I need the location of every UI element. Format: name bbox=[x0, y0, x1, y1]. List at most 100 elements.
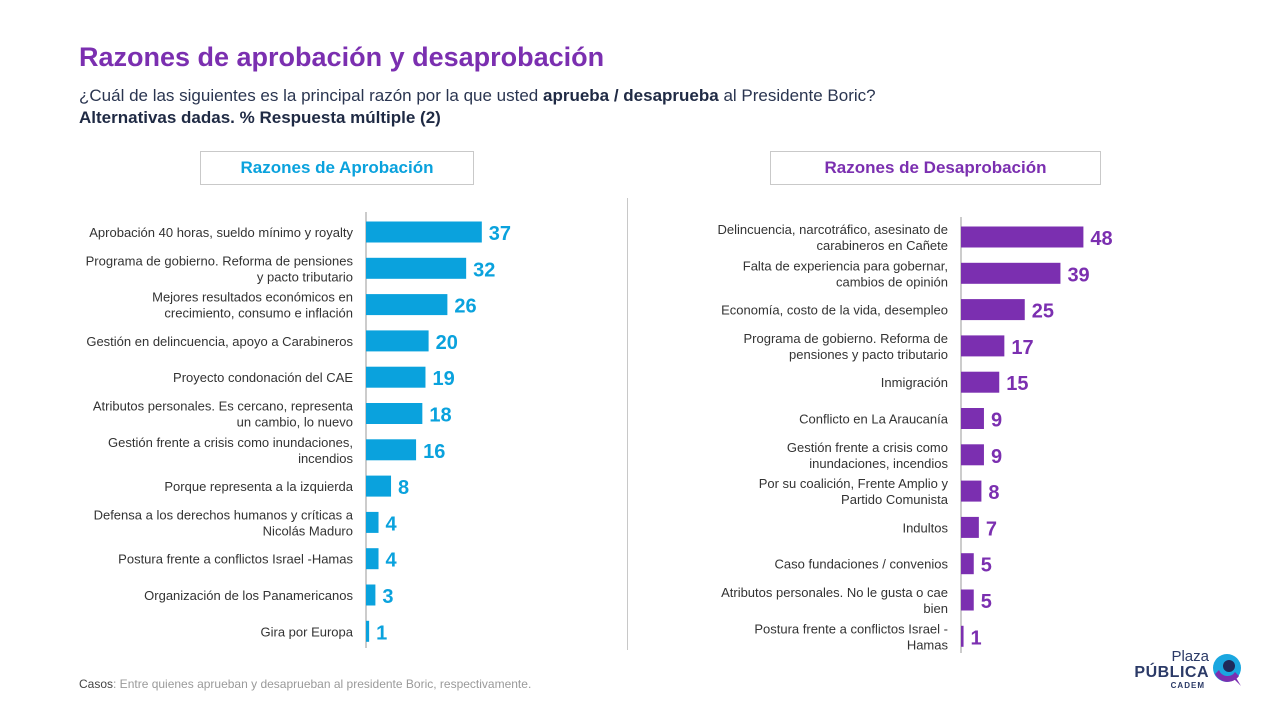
disapprove-category-label: bien bbox=[923, 601, 948, 616]
disapprove-value-label: 15 bbox=[1006, 373, 1028, 395]
approve-category-label: crecimiento, consumo e inflación bbox=[164, 306, 353, 321]
approve-category-label: Gira por Europa bbox=[261, 624, 354, 639]
question-emphasis: aprueba / desaprueba bbox=[543, 86, 719, 105]
disapprove-value-label: 5 bbox=[981, 555, 992, 577]
disapprove-category-label: carabineros en Cañete bbox=[816, 238, 948, 253]
approve-value-label: 26 bbox=[454, 296, 476, 318]
approve-category-label: Mejores resultados económicos en bbox=[152, 290, 353, 305]
question-part-2: al Presidente Boric? bbox=[718, 86, 876, 105]
question-text: ¿Cuál de las siguientes es la principal … bbox=[79, 86, 876, 106]
page-title: Razones de aprobación y desaprobación bbox=[79, 42, 605, 72]
plaza-publica-logo: Plaza PÚBLICA CADEM bbox=[1122, 648, 1247, 693]
disapprove-category-label: Inmigración bbox=[881, 375, 948, 390]
disapprove-bar bbox=[961, 480, 982, 502]
disapprove-value-label: 17 bbox=[1011, 337, 1033, 359]
disapprove-category-label: Caso fundaciones / convenios bbox=[775, 557, 949, 572]
approve-value-label: 8 bbox=[398, 477, 409, 499]
approve-value-label: 32 bbox=[473, 259, 495, 281]
approve-category-label: Organización de los Panamericanos bbox=[144, 588, 353, 603]
approve-panel-title: Razones de Aprobación bbox=[240, 158, 434, 177]
approve-value-label: 3 bbox=[382, 586, 393, 608]
disapprove-category-label: Atributos personales. No le gusta o cae bbox=[721, 585, 948, 600]
disapprove-bar bbox=[961, 299, 1025, 321]
disapprove-value-label: 9 bbox=[991, 410, 1002, 432]
approve-category-label: Nicolás Maduro bbox=[263, 523, 353, 538]
disapprove-category-label: Por su coalición, Frente Amplio y bbox=[759, 476, 949, 491]
approve-value-label: 18 bbox=[429, 405, 451, 427]
approve-bar bbox=[366, 620, 370, 642]
approve-category-label: Gestión frente a crisis como inundacione… bbox=[108, 435, 353, 450]
disapprove-category-label: inundaciones, incendios bbox=[809, 456, 948, 471]
approve-category-label: Postura frente a conflictos Israel -Hama… bbox=[118, 552, 353, 567]
approve-value-label: 20 bbox=[436, 332, 458, 354]
disapprove-bar bbox=[961, 589, 974, 611]
approve-category-label: Programa de gobierno. Reforma de pension… bbox=[86, 253, 354, 268]
disapprove-category-label: Hamas bbox=[907, 637, 949, 652]
disapprove-panel-title: Razones de Desaprobación bbox=[824, 158, 1047, 177]
disapprove-category-label: Postura frente a conflictos Israel - bbox=[754, 621, 948, 636]
approve-panel-header: Razones de Aprobación bbox=[200, 151, 474, 185]
disapprove-category-label: Delincuencia, narcotráfico, asesinato de bbox=[717, 222, 948, 237]
disapprove-value-label: 39 bbox=[1067, 264, 1089, 286]
disapprove-bar bbox=[961, 625, 964, 647]
disapprove-bar bbox=[961, 262, 1061, 284]
disapprove-category-label: Programa de gobierno. Reforma de bbox=[743, 331, 948, 346]
approve-value-label: 19 bbox=[432, 368, 454, 390]
approve-bar bbox=[366, 439, 417, 461]
disapprove-category-label: Economía, costo de la vida, desempleo bbox=[721, 303, 948, 318]
disapprove-bar bbox=[961, 226, 1084, 248]
approve-bar bbox=[366, 366, 426, 388]
approve-bar bbox=[366, 257, 467, 279]
approve-bar bbox=[366, 475, 392, 497]
approve-value-label: 4 bbox=[386, 513, 398, 535]
disapprove-category-label: Partido Comunista bbox=[841, 492, 949, 507]
disapprove-category-label: Conflicto en La Araucanía bbox=[799, 412, 949, 427]
approve-category-label: incendios bbox=[298, 451, 353, 466]
disapprove-value-label: 8 bbox=[988, 482, 999, 504]
approve-category-label: Atributos personales. Es cercano, repres… bbox=[93, 399, 354, 414]
approve-value-label: 37 bbox=[489, 223, 511, 245]
disapprove-bar bbox=[961, 335, 1005, 357]
approve-category-label: Porque representa a la izquierda bbox=[164, 479, 353, 494]
approve-bar bbox=[366, 294, 448, 316]
disapprove-category-label: Gestión frente a crisis como bbox=[787, 440, 948, 455]
disapprove-bar bbox=[961, 553, 974, 575]
approve-bar bbox=[366, 511, 379, 533]
disapprove-panel-header: Razones de Desaprobación bbox=[770, 151, 1101, 185]
logo-publica-text: PÚBLICA bbox=[1134, 664, 1209, 681]
approve-category-label: Proyecto condonación del CAE bbox=[173, 370, 353, 385]
footer-text: : Entre quienes aprueban y desaprueban a… bbox=[113, 677, 532, 691]
approve-category-label: un cambio, lo nuevo bbox=[237, 415, 353, 430]
approve-bar bbox=[366, 584, 376, 606]
logo-mark-icon bbox=[1213, 654, 1241, 686]
disapprove-value-label: 48 bbox=[1090, 228, 1112, 250]
disapprove-category-label: pensiones y pacto tributario bbox=[789, 347, 948, 362]
footer-note: Casos: Entre quienes aprueban y desaprue… bbox=[79, 677, 531, 691]
disapprove-value-label: 1 bbox=[971, 627, 982, 649]
disapprove-category-label: Indultos bbox=[902, 520, 948, 535]
disapprove-value-label: 9 bbox=[991, 446, 1002, 468]
disapprove-value-label: 25 bbox=[1032, 301, 1054, 323]
disapprove-category-label: cambios de opinión bbox=[836, 274, 948, 289]
approve-bar bbox=[366, 548, 379, 570]
disapprove-value-label: 5 bbox=[981, 591, 992, 613]
logo-cadem-text: CADEM bbox=[1170, 681, 1205, 690]
disapprove-bar bbox=[961, 516, 979, 538]
question-part-1: ¿Cuál de las siguientes es la principal … bbox=[79, 86, 543, 105]
logo-plaza-text: Plaza bbox=[1171, 648, 1209, 665]
approve-bar bbox=[366, 330, 429, 352]
disapprove-value-label: 7 bbox=[986, 518, 997, 540]
panel-divider bbox=[627, 198, 628, 650]
footer-label: Casos bbox=[79, 677, 114, 691]
disapprove-category-label: Falta de experiencia para gobernar, bbox=[743, 258, 948, 273]
disapprove-bar bbox=[961, 408, 984, 429]
approve-category-label: Defensa a los derechos humanos y crítica… bbox=[94, 507, 354, 522]
question-note: Alternativas dadas. % Respuesta múltiple… bbox=[79, 108, 441, 127]
approve-category-label: Aprobación 40 horas, sueldo mínimo y roy… bbox=[89, 225, 353, 240]
approve-bar bbox=[366, 221, 482, 243]
disapprove-bar bbox=[961, 371, 1000, 393]
approve-value-label: 16 bbox=[423, 441, 445, 463]
approve-value-label: 1 bbox=[376, 622, 387, 644]
approve-bar bbox=[366, 403, 423, 424]
